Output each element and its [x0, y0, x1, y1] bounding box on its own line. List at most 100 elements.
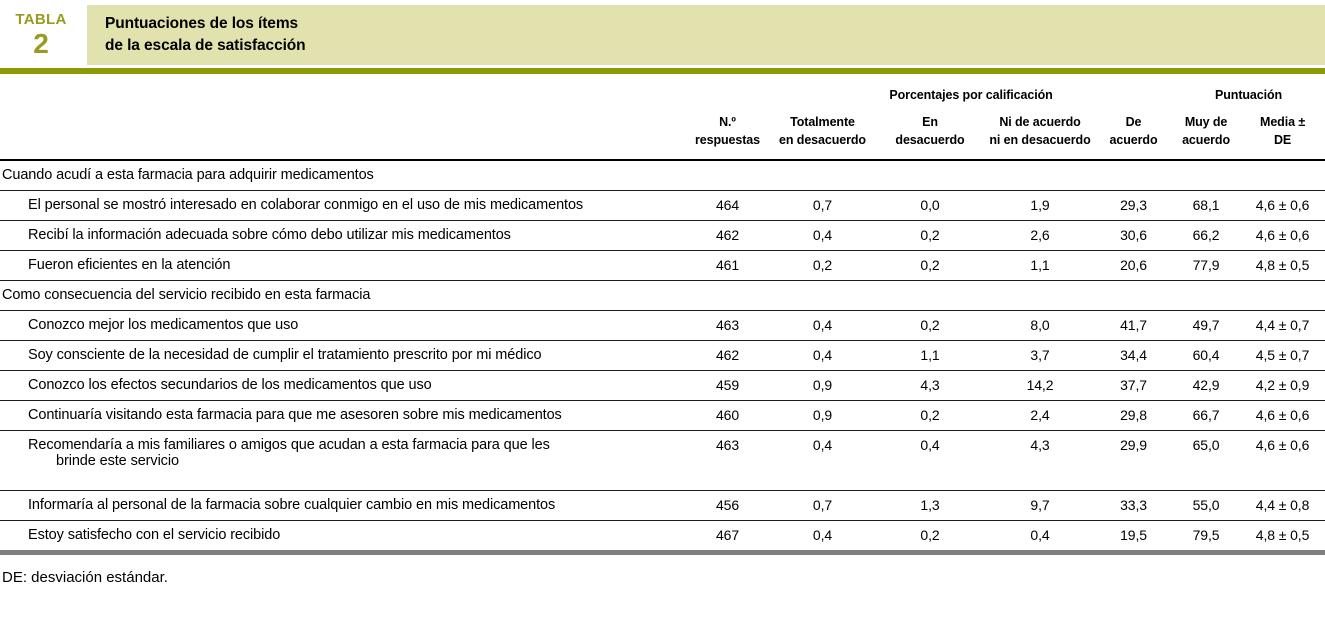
- satisfaction-table: Porcentajes por calificación Puntuación …: [0, 82, 1325, 550]
- table-row: Conozco los efectos secundarios de los m…: [0, 369, 1325, 400]
- cell-agree: 34,4: [1095, 339, 1173, 370]
- group-header-row: Porcentajes por calificación Puntuación: [0, 82, 1325, 108]
- cell-responses: 463: [685, 309, 770, 340]
- cell-agree: 19,5: [1095, 519, 1173, 550]
- cell-agree: 20,6: [1095, 249, 1173, 280]
- cell-strongly-agree: 65,0: [1172, 429, 1241, 490]
- table-row: Informaría al personal de la farmacia so…: [0, 489, 1325, 520]
- cell-responses: 462: [685, 219, 770, 250]
- cell-neutral: 0,4: [985, 519, 1095, 550]
- cell-strongly-disagree: 0,7: [770, 189, 875, 220]
- cell-mean-sd: 4,8 ± 0,5: [1240, 249, 1325, 280]
- cell-responses: 467: [685, 519, 770, 550]
- cell-disagree: 0,2: [875, 309, 985, 340]
- table-bottom-rule: [0, 550, 1325, 555]
- column-header-disagree: En desacuerdo: [875, 108, 985, 161]
- cell-strongly-agree: 79,5: [1172, 519, 1241, 550]
- item-label: Informaría al personal de la farmacia so…: [0, 489, 685, 520]
- column-header-row: N.º respuestas Totalmente en desacuerdo …: [0, 108, 1325, 161]
- item-label: Recibí la información adecuada sobre cóm…: [0, 219, 685, 250]
- table-footnote: DE: desviación estándar.: [2, 569, 168, 586]
- cell-neutral: 2,4: [985, 399, 1095, 430]
- cell-strongly-disagree: 0,4: [770, 309, 875, 340]
- table-row: Continuaría visitando esta farmacia para…: [0, 399, 1325, 430]
- table-number: 2: [33, 27, 49, 59]
- section-row: Como consecuencia del servicio recibido …: [0, 279, 1325, 310]
- section-label: Cuando acudí a esta farmacia para adquir…: [2, 167, 374, 183]
- cell-agree: 41,7: [1095, 309, 1173, 340]
- cell-strongly-disagree: 0,7: [770, 489, 875, 520]
- cell-disagree: 0,0: [875, 189, 985, 220]
- cell-disagree: 0,2: [875, 249, 985, 280]
- cell-disagree: 0,2: [875, 219, 985, 250]
- cell-agree: 30,6: [1095, 219, 1173, 250]
- cell-strongly-agree: 66,7: [1172, 399, 1241, 430]
- table-title-line2: de la escala de satisfacción: [105, 37, 306, 54]
- column-header-neutral: Ni de acuerdo ni en desacuerdo: [985, 108, 1095, 161]
- cell-strongly-agree: 66,2: [1172, 219, 1241, 250]
- cell-strongly-agree: 60,4: [1172, 339, 1241, 370]
- item-label: Conozco los efectos secundarios de los m…: [0, 369, 685, 400]
- item-label: Recomendaría a mis familiares o amigos q…: [0, 429, 685, 490]
- cell-strongly-agree: 77,9: [1172, 249, 1241, 280]
- cell-neutral: 1,1: [985, 249, 1095, 280]
- column-header-strongly-agree: Muy de acuerdo: [1172, 108, 1241, 161]
- column-header-responses: N.º respuestas: [685, 108, 770, 161]
- column-header-mean-sd: Media ± DE: [1240, 108, 1325, 161]
- cell-agree: 33,3: [1095, 489, 1173, 520]
- cell-agree: 29,3: [1095, 189, 1173, 220]
- cell-disagree: 1,1: [875, 339, 985, 370]
- cell-agree: 37,7: [1095, 369, 1173, 400]
- cell-agree: 29,8: [1095, 399, 1173, 430]
- item-label: Conozco mejor los medicamentos que uso: [0, 309, 685, 340]
- cell-responses: 459: [685, 369, 770, 400]
- cell-responses: 461: [685, 249, 770, 280]
- column-header-item: [0, 108, 685, 161]
- cell-strongly-disagree: 0,9: [770, 399, 875, 430]
- cell-mean-sd: 4,2 ± 0,9: [1240, 369, 1325, 400]
- table-row: Estoy satisfecho con el servicio recibid…: [0, 519, 1325, 550]
- cell-responses: 456: [685, 489, 770, 520]
- cell-disagree: 0,4: [875, 429, 985, 490]
- table-title-box: Puntuaciones de los ítems de la escala d…: [87, 5, 1325, 65]
- cell-strongly-disagree: 0,4: [770, 429, 875, 490]
- table-word: TABLA: [15, 11, 67, 29]
- group-header-spacer: [0, 82, 770, 108]
- group-header-percentages: Porcentajes por calificación: [889, 88, 1053, 102]
- cell-neutral: 3,7: [985, 339, 1095, 370]
- cell-responses: 464: [685, 189, 770, 220]
- table-row: Recomendaría a mis familiares o amigos q…: [0, 429, 1325, 490]
- cell-strongly-agree: 55,0: [1172, 489, 1241, 520]
- cell-neutral: 9,7: [985, 489, 1095, 520]
- cell-neutral: 8,0: [985, 309, 1095, 340]
- cell-mean-sd: 4,6 ± 0,6: [1240, 189, 1325, 220]
- column-header-agree: De acuerdo: [1095, 108, 1173, 161]
- cell-neutral: 14,2: [985, 369, 1095, 400]
- group-header-score: Puntuación: [1215, 88, 1283, 102]
- table-row: Fueron eficientes en la atención 461 0,2…: [0, 249, 1325, 280]
- cell-mean-sd: 4,6 ± 0,6: [1240, 429, 1325, 490]
- cell-strongly-agree: 49,7: [1172, 309, 1241, 340]
- cell-strongly-disagree: 0,2: [770, 249, 875, 280]
- cell-mean-sd: 4,4 ± 0,7: [1240, 309, 1325, 340]
- header-rule: [0, 68, 1325, 74]
- cell-agree: 29,9: [1095, 429, 1173, 490]
- cell-neutral: 1,9: [985, 189, 1095, 220]
- cell-mean-sd: 4,8 ± 0,5: [1240, 519, 1325, 550]
- cell-strongly-disagree: 0,4: [770, 519, 875, 550]
- cell-mean-sd: 4,5 ± 0,7: [1240, 339, 1325, 370]
- cell-disagree: 0,2: [875, 399, 985, 430]
- table-row: El personal se mostró interesado en cola…: [0, 189, 1325, 220]
- cell-strongly-agree: 42,9: [1172, 369, 1241, 400]
- table-row: Recibí la información adecuada sobre cóm…: [0, 219, 1325, 250]
- cell-strongly-agree: 68,1: [1172, 189, 1241, 220]
- item-label: Estoy satisfecho con el servicio recibid…: [0, 519, 685, 550]
- cell-neutral: 4,3: [985, 429, 1095, 490]
- item-label: El personal se mostró interesado en cola…: [0, 189, 685, 220]
- table-title-line1: Puntuaciones de los ítems: [105, 15, 299, 33]
- section-row: Cuando acudí a esta farmacia para adquir…: [0, 160, 1325, 190]
- cell-disagree: 1,3: [875, 489, 985, 520]
- table-figure: TABLA 2 Puntuaciones de los ítems de la …: [0, 5, 1325, 621]
- table-row: Soy consciente de la necesidad de cumpli…: [0, 339, 1325, 370]
- table-number-box: TABLA 2: [0, 5, 82, 65]
